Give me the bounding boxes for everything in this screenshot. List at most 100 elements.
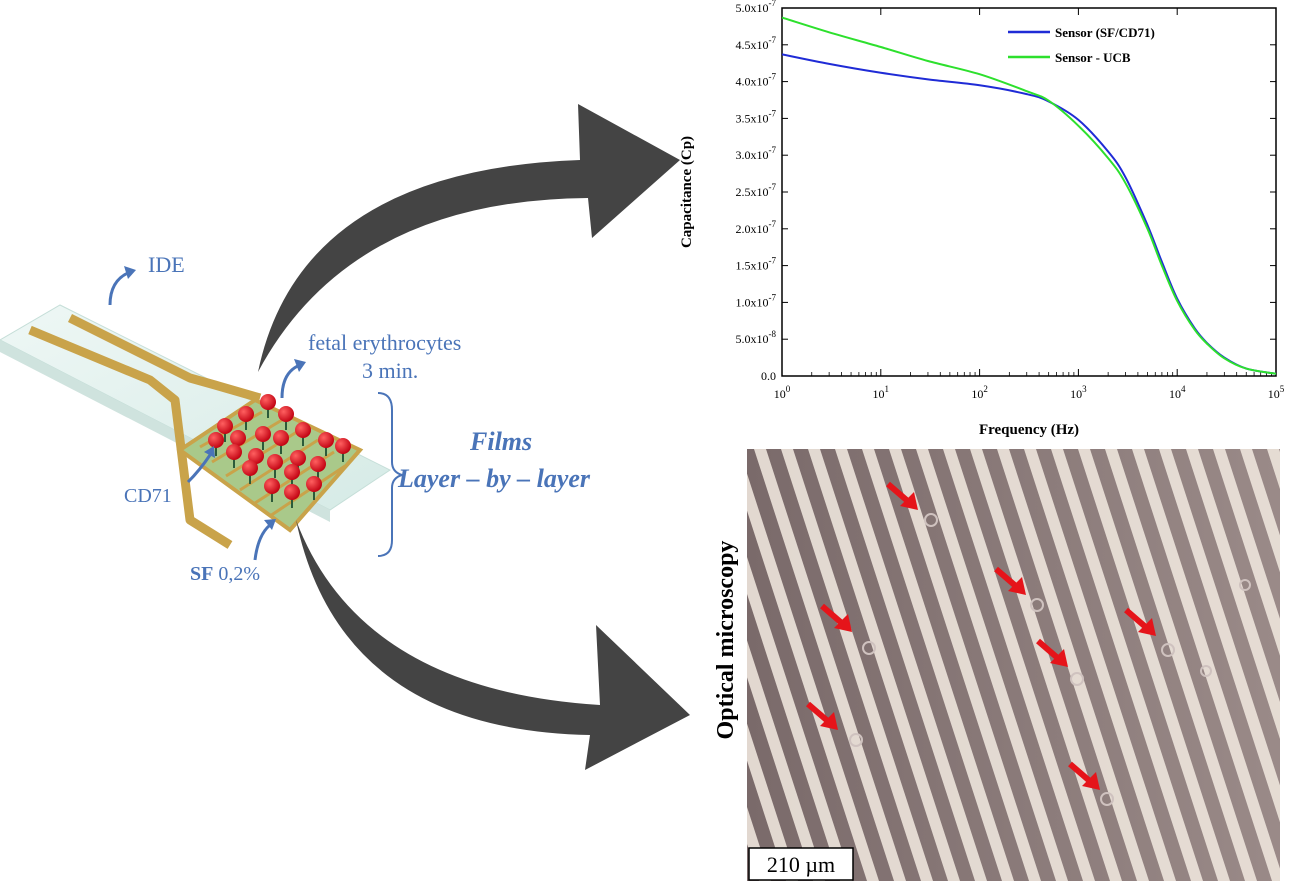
electrode-stripe — [747, 640, 825, 881]
y-tick-label: 2.0x10-7 — [736, 219, 777, 236]
ide-label: IDE — [148, 252, 185, 277]
cell — [862, 641, 876, 655]
scale-bar-label: 210 µm — [767, 852, 835, 877]
x-tick-label: 104 — [1169, 384, 1186, 401]
ide-chip-illustration: IDE fetal erythrocytes 3 min. CD71 SF 0,… — [0, 252, 591, 585]
cell — [1030, 598, 1044, 612]
erythrocyte — [335, 438, 351, 454]
x-tick-label: 101 — [873, 384, 890, 401]
cell — [1161, 643, 1175, 657]
electrode-stripe — [747, 557, 852, 881]
y-tick-label: 5.0x10-7 — [736, 0, 777, 15]
y-tick-label: 0.0 — [761, 369, 776, 383]
cell — [924, 513, 938, 527]
time-label: 3 min. — [362, 358, 418, 383]
erythrocyte — [310, 456, 326, 472]
erythrocyte — [238, 406, 254, 422]
legend-label-ucb: Sensor - UCB — [1055, 50, 1131, 65]
y-tick-label: 3.0x10-7 — [736, 145, 777, 162]
red-arrow-head — [1082, 772, 1100, 790]
cd71-label: CD71 — [124, 485, 172, 507]
erythrocyte — [267, 454, 283, 470]
cell — [849, 733, 863, 747]
x-axis-label: Frequency (Hz) — [979, 422, 1079, 438]
electrode-stripe — [1186, 449, 1280, 740]
electrode-stripe — [754, 449, 906, 881]
electrode-stripe — [1240, 449, 1280, 573]
erythrocyte — [226, 444, 242, 460]
electrode-stripe — [1051, 449, 1203, 881]
capacitance-chart: 0.0 5.0x10-8 1.0x10-7 1.5x10-7 2.0x10-7 2.5x1… — [679, 0, 1285, 438]
plot-frame — [781, 7, 1277, 377]
electrode-stripe — [1024, 449, 1176, 881]
y-tick-label: 1.5x10-7 — [736, 256, 777, 273]
red-arrow-head — [1138, 618, 1156, 636]
axis-ticks: 0.0 5.0x10-8 1.0x10-7 1.5x10-7 2.0x10-7 2.5x1… — [736, 0, 1285, 401]
scale-bar-box — [748, 847, 854, 881]
microscopy-side-label: Optical microscopy — [713, 541, 739, 740]
erythrocyte — [260, 394, 276, 410]
electrode-stripe — [1213, 449, 1280, 656]
electrode-track-2 — [67, 313, 262, 403]
erythrocyte — [255, 426, 271, 442]
erythrocyte — [318, 432, 334, 448]
electrode-stripe — [1078, 449, 1230, 881]
y-tick-label: 5.0x10-8 — [736, 329, 777, 346]
layer-by-layer-label: Layer – by – layer — [397, 464, 591, 493]
flow-arrows — [258, 104, 690, 770]
electrode-stripe — [889, 449, 1041, 881]
arrow-to-microscopy — [296, 520, 690, 770]
red-arrow-head — [820, 712, 838, 730]
electrode-track-1 — [28, 325, 233, 549]
erythrocyte — [264, 478, 280, 494]
erythrocyte — [295, 422, 311, 438]
red-arrow-head — [834, 614, 852, 632]
erythrocyte — [306, 476, 322, 492]
y-axis-label: Capacitance (Cp) — [679, 136, 695, 248]
electrode-stripe — [916, 449, 1068, 881]
bracket — [377, 392, 406, 557]
erythrocyte — [284, 464, 300, 480]
cell — [1200, 665, 1212, 677]
cd71-pointer-arrow — [186, 454, 212, 484]
erythrocyte — [290, 450, 306, 466]
legend-label-sf-cd71: Sensor (SF/CD71) — [1055, 25, 1155, 40]
electrode-stripes — [565, 449, 1280, 881]
electrode-stripe — [565, 449, 717, 881]
legend: Sensor (SF/CD71) Sensor - UCB — [1008, 25, 1155, 65]
cells-and-arrows — [806, 481, 1251, 806]
erythrocyte — [248, 448, 264, 464]
y-tick-label: 2.5x10-7 — [736, 182, 777, 199]
red-arrow-head — [1008, 577, 1026, 595]
fetal-erythrocytes-label: fetal erythrocytes — [308, 330, 461, 355]
red-arrow-head — [900, 492, 918, 510]
erythrocyte — [242, 460, 258, 476]
cell — [1070, 672, 1084, 686]
electrode-stripe — [781, 449, 933, 881]
ide-pointer-arrow — [108, 270, 131, 306]
arrow-to-chart — [258, 104, 680, 372]
erythrocyte — [284, 484, 300, 500]
electrode-stripe — [1267, 449, 1280, 490]
electrode-stripe — [1159, 449, 1280, 823]
films-label: Films — [469, 427, 532, 456]
red-arrow-head — [1050, 649, 1068, 667]
erythrocyte — [217, 418, 233, 434]
x-tick-label: 105 — [1268, 384, 1285, 401]
sf-label: SF 0,2% — [190, 563, 260, 585]
sf-pointer-head — [264, 519, 276, 530]
series-line-1 — [782, 16, 1276, 375]
erythrocyte — [208, 432, 224, 448]
x-tick-label: 100 — [774, 384, 791, 401]
electrode-stripe — [997, 449, 1149, 881]
y-tick-label: 3.5x10-7 — [736, 108, 777, 125]
sf-bold-label: SF — [190, 563, 213, 585]
electrode-stripe — [808, 449, 960, 881]
microscopy-panel: 210 µm Optical microscopy — [565, 449, 1280, 881]
x-tick-label: 102 — [971, 384, 988, 401]
electrode-stripe — [943, 449, 1095, 881]
sf-value-label: 0,2% — [213, 563, 260, 585]
cell — [1100, 792, 1114, 806]
x-tick-label: 103 — [1070, 384, 1087, 401]
